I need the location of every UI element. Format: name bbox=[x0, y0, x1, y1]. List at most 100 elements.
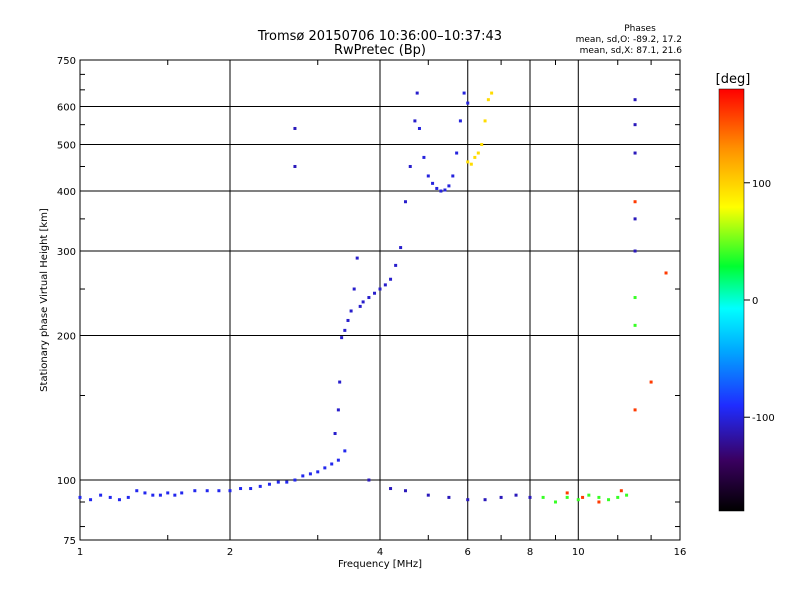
echo-point bbox=[633, 123, 637, 127]
echo-point bbox=[443, 188, 447, 192]
echo-point bbox=[108, 495, 112, 499]
echo-point bbox=[435, 186, 439, 190]
echo-point bbox=[358, 304, 362, 308]
echo-point bbox=[451, 174, 455, 178]
echo-point bbox=[378, 287, 382, 291]
x-tick-label: 6 bbox=[465, 547, 471, 558]
data-points bbox=[78, 91, 668, 504]
echo-point bbox=[541, 495, 545, 499]
echo-point bbox=[490, 91, 494, 95]
echo-point bbox=[343, 328, 347, 332]
echo-point bbox=[415, 91, 419, 95]
echo-point bbox=[99, 493, 103, 497]
echo-point bbox=[367, 296, 371, 300]
echo-point bbox=[633, 200, 637, 204]
echo-point bbox=[439, 189, 443, 193]
echo-point bbox=[447, 184, 451, 188]
echo-point bbox=[383, 283, 387, 287]
echo-point bbox=[616, 495, 620, 499]
colorbar-ticks: 100 0 -100 bbox=[744, 179, 775, 424]
echo-point bbox=[619, 489, 623, 493]
echo-point bbox=[336, 458, 340, 462]
chart-title: Tromsø 20150706 10:36:00–10:37:43 bbox=[257, 29, 502, 44]
echo-point bbox=[367, 478, 371, 482]
echo-point bbox=[389, 487, 393, 491]
echo-point bbox=[352, 287, 356, 291]
echo-point bbox=[258, 484, 262, 488]
echo-point bbox=[346, 318, 350, 322]
echo-point bbox=[553, 500, 557, 504]
echo-point bbox=[308, 472, 312, 476]
echo-point bbox=[330, 462, 334, 466]
phase-mean-o: mean, sd,O: -89.2, 17.2 bbox=[576, 35, 682, 45]
chart-subtitle: RwPretec (Bp) bbox=[334, 43, 426, 58]
echo-point bbox=[228, 489, 232, 493]
y-tick-label: 75 bbox=[63, 536, 76, 547]
echo-point bbox=[514, 493, 518, 497]
echo-point bbox=[389, 277, 393, 281]
echo-point bbox=[633, 217, 637, 221]
echo-point bbox=[301, 474, 305, 478]
echo-point bbox=[323, 466, 327, 470]
phase-mean-x: mean, sd,X: 87.1, 21.6 bbox=[580, 46, 683, 56]
echo-point bbox=[576, 498, 580, 502]
echo-point bbox=[455, 151, 459, 155]
echo-point bbox=[458, 119, 462, 123]
echo-point bbox=[343, 449, 347, 453]
x-tick-label: 4 bbox=[377, 547, 383, 558]
echo-point bbox=[293, 478, 297, 482]
echo-point bbox=[336, 408, 340, 412]
phase-heading: Phases bbox=[624, 24, 656, 34]
y-axis-label: Stationary phase Virtual Height [km] bbox=[39, 208, 50, 392]
echo-point bbox=[126, 495, 130, 499]
x-axis-ticks: 1 2 4 6 8 10 16 bbox=[77, 60, 686, 558]
echo-point bbox=[664, 271, 668, 275]
y-axis-ticks: 75 100 200 300 400 500 600 750 bbox=[57, 56, 680, 547]
echo-point bbox=[597, 500, 601, 504]
echo-point bbox=[466, 498, 470, 502]
echo-point bbox=[633, 98, 637, 102]
echo-point bbox=[361, 300, 365, 304]
echo-point bbox=[173, 493, 177, 497]
echo-point bbox=[293, 126, 297, 130]
echo-point bbox=[158, 493, 162, 497]
echo-point bbox=[340, 336, 344, 340]
echo-point bbox=[151, 493, 155, 497]
echo-point bbox=[205, 489, 209, 493]
echo-point bbox=[285, 480, 289, 484]
echo-point bbox=[333, 432, 337, 436]
echo-point bbox=[249, 487, 253, 491]
echo-point bbox=[426, 493, 430, 497]
echo-point bbox=[565, 495, 569, 499]
echo-point bbox=[217, 489, 221, 493]
echo-point bbox=[597, 495, 601, 499]
echo-point bbox=[78, 495, 82, 499]
echo-point bbox=[476, 151, 480, 155]
echo-point bbox=[466, 101, 470, 105]
echo-point bbox=[349, 309, 353, 313]
y-tick-label: 400 bbox=[57, 187, 76, 198]
echo-point bbox=[373, 291, 377, 295]
echo-point bbox=[649, 380, 653, 384]
echo-point bbox=[89, 498, 93, 502]
echo-point bbox=[447, 495, 451, 499]
colorbar-tick-label: 100 bbox=[752, 179, 771, 190]
echo-point bbox=[565, 491, 569, 495]
echo-point bbox=[117, 498, 121, 502]
echo-point bbox=[587, 493, 591, 497]
x-tick-label: 10 bbox=[572, 547, 585, 558]
echo-point bbox=[316, 470, 320, 474]
echo-point bbox=[417, 126, 421, 130]
echo-point bbox=[633, 408, 637, 412]
colorbar-tick-label: -100 bbox=[752, 413, 775, 424]
echo-point bbox=[239, 487, 243, 491]
colorbar-tick-label: 0 bbox=[752, 296, 758, 307]
echo-point bbox=[469, 162, 473, 166]
echo-point bbox=[480, 143, 484, 147]
echo-point bbox=[625, 493, 629, 497]
echo-point bbox=[633, 249, 637, 253]
echo-point bbox=[473, 155, 477, 159]
echo-point bbox=[143, 491, 147, 495]
echo-point bbox=[355, 256, 359, 260]
echo-point bbox=[633, 296, 637, 300]
